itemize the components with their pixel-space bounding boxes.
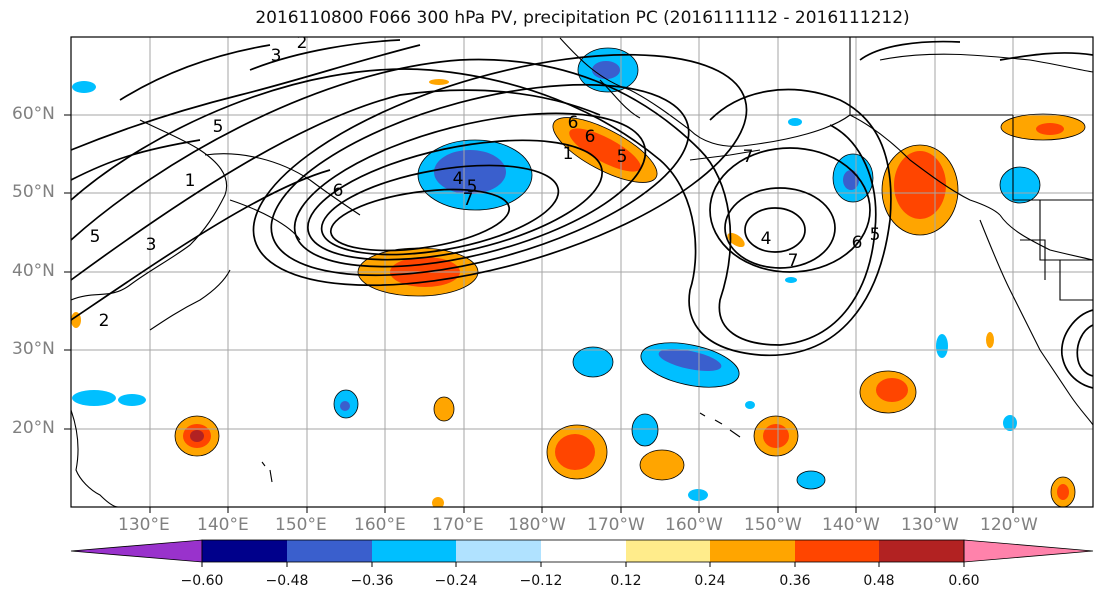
lon-label: 150°W xyxy=(744,515,802,535)
colorbar xyxy=(70,539,1094,567)
contour-label: 5 xyxy=(617,147,628,167)
map-title: 2016110800 F066 300 hPa PV, precipitatio… xyxy=(255,8,910,28)
colorbar-segment xyxy=(541,540,626,562)
precip-blob xyxy=(429,79,449,85)
precip-blob xyxy=(340,401,350,411)
precip-blob xyxy=(797,471,825,489)
contour-label: 7 xyxy=(788,251,799,271)
colorbar-tick-label: 0.60 xyxy=(948,573,980,589)
colorbar-segment xyxy=(202,540,287,562)
precip-blob xyxy=(640,450,684,480)
precip-blob xyxy=(688,489,708,501)
colorbar-segment xyxy=(287,540,372,562)
precip-blob xyxy=(1057,484,1069,500)
precip-blob xyxy=(658,348,722,372)
precip-blob xyxy=(788,118,802,126)
precip-blob xyxy=(727,232,745,248)
contour-label: 7 xyxy=(743,147,754,167)
lon-label: 170°E xyxy=(432,515,484,535)
contour-label: 6 xyxy=(852,233,863,253)
colorbar-tick-label: −0.48 xyxy=(265,573,309,589)
contour-label: 7 xyxy=(463,190,474,210)
colorbar-segment xyxy=(372,540,456,562)
coastlines xyxy=(71,37,1093,507)
contour-label: 6 xyxy=(585,127,596,147)
precip-blob xyxy=(936,334,948,358)
precip-blob xyxy=(555,434,595,470)
pv-contour-labels: 3 2 5 1 5 6 3 6 4 5 7 6 5 7 6 4 7 2 1 5 xyxy=(90,33,881,331)
precip-blob xyxy=(843,170,859,190)
precip-blob xyxy=(573,347,613,377)
contour-label: 1 xyxy=(563,144,574,164)
precip-blob xyxy=(785,277,797,283)
colorbar-tick-label: 0.36 xyxy=(779,573,811,589)
colorbar-tick-label: −0.60 xyxy=(180,573,224,589)
pv-contours xyxy=(71,39,1093,389)
colorbar-extend-low xyxy=(70,539,203,563)
colorbar-extend-high xyxy=(963,539,1094,563)
precip-blob xyxy=(569,128,641,172)
colorbar-tick-label: 0.48 xyxy=(863,573,895,589)
precip-blob xyxy=(190,430,204,442)
lon-label: 160°W xyxy=(665,515,723,535)
precip-blob xyxy=(894,151,946,219)
lon-label: 120°W xyxy=(980,515,1038,535)
colorbar-tick-label: −0.24 xyxy=(434,573,478,589)
colorbar-tick-label: 0.12 xyxy=(610,573,642,589)
contour-label: 5 xyxy=(870,225,881,245)
contour-label: 2 xyxy=(99,311,110,331)
contour-label: 4 xyxy=(761,229,772,249)
precip-blob xyxy=(434,397,454,421)
lon-label: 170°W xyxy=(587,515,645,535)
contour-label: 1 xyxy=(185,171,196,191)
lat-label: 60°N xyxy=(12,104,55,124)
lon-label: 180°W xyxy=(508,515,566,535)
contour-label: 3 xyxy=(146,235,157,255)
precip-blob xyxy=(876,378,908,402)
precip-blob xyxy=(986,332,994,348)
contour-label: 4 xyxy=(453,169,464,189)
colorbar-tick-label: −0.12 xyxy=(519,573,563,589)
colorbar-segment xyxy=(795,540,879,562)
map-ticks xyxy=(64,114,1014,513)
lat-label: 50°N xyxy=(12,182,55,202)
precip-blob xyxy=(71,312,81,328)
contour-label: 3 xyxy=(271,46,282,66)
contour-label: 6 xyxy=(333,181,344,201)
contour-label: 2 xyxy=(297,33,308,53)
precip-blob xyxy=(592,61,620,79)
colorbar-segment xyxy=(626,540,710,562)
precip-blob xyxy=(1000,167,1040,203)
precip-outlines xyxy=(174,47,1086,507)
colorbar-segment xyxy=(710,540,795,562)
precip-blob xyxy=(432,497,444,507)
precip-blob xyxy=(745,401,755,409)
contour-label: 6 xyxy=(568,113,579,133)
colorbar-tick-label: −0.36 xyxy=(350,573,394,589)
contour-label: 5 xyxy=(90,227,101,247)
precip-blob xyxy=(1036,123,1064,135)
lon-label: 160°E xyxy=(354,515,406,535)
precip-blob xyxy=(118,394,146,406)
lon-label: 130°W xyxy=(901,515,959,535)
precip-blob xyxy=(763,424,789,448)
lat-label: 30°N xyxy=(12,339,55,359)
colorbar-segment xyxy=(879,540,964,562)
contour-label: 5 xyxy=(213,117,224,137)
lat-label: 20°N xyxy=(12,418,55,438)
colorbar-segment xyxy=(456,540,541,562)
precip-blob xyxy=(72,81,96,93)
precip-blob xyxy=(632,414,658,446)
precip-blob xyxy=(434,150,506,194)
precip-blob xyxy=(72,390,116,406)
lat-label: 40°N xyxy=(12,261,55,281)
colorbar-tick-label: 0.24 xyxy=(694,573,726,589)
lon-label: 130°E xyxy=(118,515,170,535)
lon-label: 140°W xyxy=(822,515,880,535)
lon-label: 140°E xyxy=(197,515,249,535)
contour-label: 5 xyxy=(467,177,478,197)
lon-label: 150°E xyxy=(275,515,327,535)
